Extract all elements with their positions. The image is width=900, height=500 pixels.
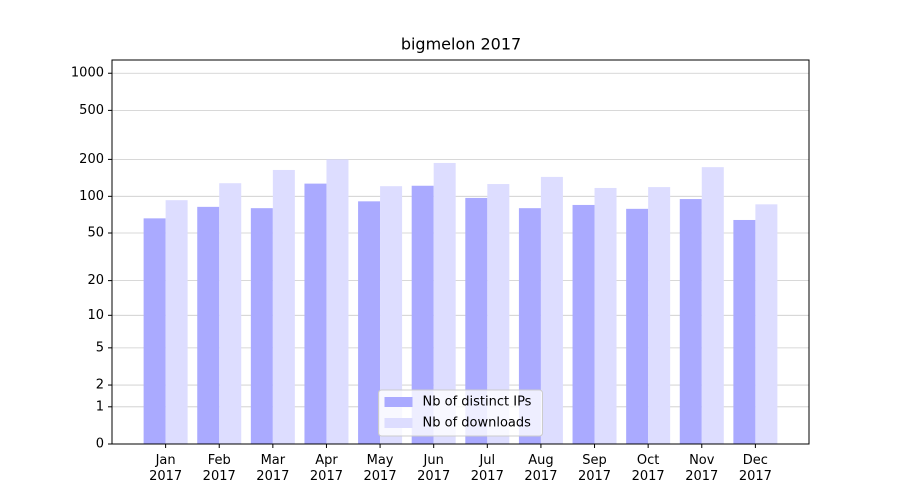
- bar: [540, 176, 563, 444]
- legend-label: Nb of downloads: [423, 416, 532, 431]
- bar: [594, 187, 617, 445]
- x-tick-label: Jul 2017: [470, 453, 504, 484]
- legend-swatch: [384, 397, 413, 407]
- bar: [304, 183, 327, 445]
- bar: [433, 162, 456, 444]
- bar: [250, 208, 273, 444]
- bar: [518, 208, 541, 444]
- bar: [358, 201, 381, 444]
- x-tick-label: Jan 2017: [149, 453, 183, 484]
- y-tick-label: 50: [87, 225, 104, 240]
- bar: [648, 187, 671, 444]
- y-tick-label: 200: [79, 152, 104, 167]
- x-tick-label: Aug 2017: [524, 453, 558, 484]
- x-tick-label: Jun 2017: [417, 453, 451, 484]
- x-tick-label: Sep 2017: [577, 453, 612, 484]
- bar: [197, 206, 220, 444]
- x-tick-label: Mar 2017: [256, 453, 290, 484]
- chart-title: bigmelon 2017: [401, 35, 521, 54]
- bar: [701, 167, 724, 444]
- bar: [272, 169, 295, 444]
- bar: [626, 208, 649, 444]
- x-tick-label: Oct 2017: [631, 453, 665, 484]
- legend-swatch: [384, 418, 413, 428]
- bar: [165, 200, 188, 444]
- y-tick-label: 1: [96, 399, 104, 414]
- y-tick-label: 2: [96, 378, 104, 393]
- bar: [733, 219, 756, 444]
- y-tick-label: 20: [87, 273, 104, 288]
- bar: [755, 204, 778, 444]
- bar: [411, 185, 434, 445]
- bar: [380, 186, 403, 444]
- x-tick-label: May 2017: [363, 453, 397, 484]
- bar: [679, 199, 702, 444]
- y-tick-label: 500: [79, 103, 104, 118]
- legend-box: [378, 389, 543, 437]
- bar: [572, 204, 595, 444]
- y-tick-label: 10: [87, 308, 104, 323]
- legend-label: Nb of distinct IPs: [423, 395, 532, 410]
- bar: [487, 184, 510, 444]
- x-tick-label: Dec 2017: [738, 453, 772, 484]
- x-tick-label: Apr 2017: [309, 453, 343, 484]
- x-tick-label: Nov 2017: [685, 453, 719, 484]
- y-tick-label: 100: [79, 189, 104, 204]
- bar: [219, 183, 242, 444]
- y-tick-label: 5: [96, 340, 104, 355]
- y-tick-label: 1000: [71, 66, 104, 81]
- bar: [465, 197, 488, 444]
- y-tick-label: 0: [96, 437, 104, 452]
- plot-frame: [111, 59, 810, 445]
- x-tick-label: Feb 2017: [202, 453, 236, 484]
- bar: [143, 218, 166, 444]
- legend: Nb of distinct IPs Nb of downloads: [378, 389, 543, 437]
- bar: [326, 159, 349, 444]
